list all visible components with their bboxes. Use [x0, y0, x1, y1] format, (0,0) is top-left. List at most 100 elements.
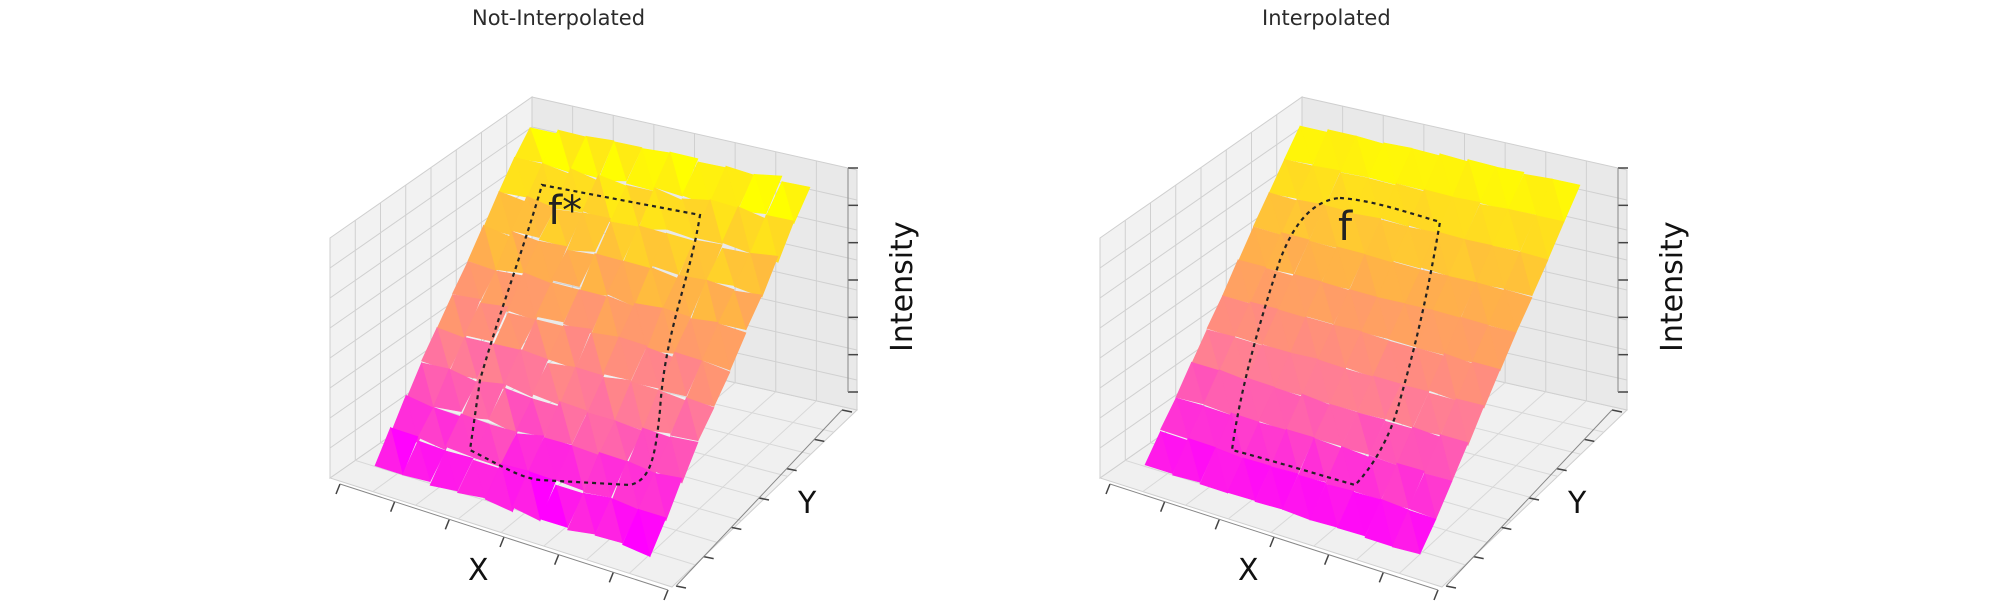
- axis-tick: [1445, 585, 1457, 589]
- surface-facet: [495, 230, 525, 274]
- surface-facet: [1313, 403, 1343, 447]
- axis-tick: [389, 501, 396, 512]
- surface-plot-not-interpolated: f* X Y Intensity: [328, 96, 920, 601]
- axis-tick: [786, 467, 797, 472]
- surface-facet: [1265, 231, 1295, 275]
- right-plot-panel: Interpolated f X Y Intensity: [1000, 0, 2000, 614]
- plot-title: Interpolated: [1262, 6, 1391, 30]
- axis-tick: [1214, 519, 1221, 530]
- surface-facet: [1408, 472, 1437, 520]
- axis-tick: [814, 438, 825, 443]
- surface-facet: [614, 380, 644, 431]
- surface-facet: [542, 129, 571, 173]
- surface-facet: [569, 135, 599, 179]
- surface-facet: [1367, 142, 1397, 186]
- surface-facet: [1428, 352, 1457, 401]
- axis-tick: [663, 589, 669, 601]
- surface-facet: [1144, 430, 1173, 474]
- surface-facet: [1392, 226, 1422, 269]
- surface-facet: [539, 484, 568, 528]
- surface-facet: [1203, 368, 1232, 416]
- surface-facet: [1234, 301, 1263, 346]
- axis-tick: [841, 409, 853, 413]
- z-axis-label: Intensity: [1655, 221, 1690, 352]
- surface-facet: [374, 426, 403, 476]
- surface-facet: [1392, 509, 1421, 555]
- surface-facet: [515, 397, 545, 438]
- surface-facet: [512, 470, 541, 522]
- surface-facet: [1395, 147, 1425, 191]
- surface-facet: [650, 232, 679, 276]
- surface-facet: [1253, 191, 1282, 236]
- axis-tick: [444, 519, 451, 530]
- surface-facet: [630, 346, 660, 389]
- surface-facet: [1491, 208, 1521, 252]
- surface-facet: [1416, 309, 1445, 356]
- surface-facet: [547, 324, 576, 370]
- surface-facet: [504, 348, 533, 398]
- surface-facet: [1270, 428, 1299, 474]
- axis-tick: [703, 555, 714, 560]
- surface-facet: [484, 462, 513, 513]
- axis-tick: [1611, 409, 1623, 413]
- axis-tick: [758, 497, 770, 501]
- y-axis-line: [1445, 409, 1613, 587]
- axis-tick: [1556, 467, 1567, 472]
- surface-facet: [566, 211, 596, 252]
- surface-facet: [531, 362, 561, 406]
- surface-facet: [402, 439, 431, 483]
- surface-facet: [1423, 433, 1453, 482]
- surface-facet: [1305, 281, 1334, 325]
- surface-facet: [457, 459, 486, 499]
- axis-tick: [335, 483, 341, 495]
- z-axis-label: Intensity: [885, 221, 920, 352]
- surface-facet: [1337, 490, 1366, 537]
- surface-facet: [535, 281, 564, 323]
- surface-facet: [507, 271, 537, 321]
- surface-facet: [550, 249, 580, 287]
- surface-facet: [1284, 125, 1313, 165]
- axis-tick: [675, 585, 687, 589]
- surface-facet: [701, 322, 731, 371]
- surface-facet: [1274, 352, 1303, 396]
- surface-facet: [1352, 454, 1382, 501]
- surface-facet: [733, 252, 763, 298]
- surface-facet: [417, 406, 447, 451]
- surface: [1144, 125, 1581, 555]
- plot-title: Not-Interpolated: [472, 6, 646, 30]
- y-axis-label: Y: [1567, 486, 1587, 521]
- x-axis-line: [1109, 483, 1439, 591]
- surface-facet: [538, 208, 568, 248]
- surface-facet: [1408, 188, 1437, 235]
- surface-facet: [1282, 474, 1311, 521]
- surface-facet: [721, 205, 751, 254]
- surface-facet: [1360, 296, 1390, 340]
- axis-tick: [1159, 501, 1166, 512]
- surface-annotation: f*: [548, 188, 582, 234]
- surface-facet: [1206, 294, 1236, 338]
- surface-annotation: f: [1338, 204, 1353, 250]
- axis-tick: [1501, 526, 1512, 531]
- axis-tick: [1105, 483, 1111, 495]
- axis-tick: [1378, 572, 1385, 583]
- surface-facet: [1345, 330, 1374, 378]
- surface-facet: [498, 156, 528, 198]
- surface-facet: [669, 396, 699, 442]
- surface: [374, 126, 811, 558]
- surface-facet: [1388, 303, 1418, 348]
- surface-facet: [1227, 457, 1256, 502]
- surface-facet: [1254, 465, 1283, 510]
- surface-facet: [514, 126, 543, 163]
- surface-facet: [594, 497, 623, 544]
- axis-tick: [1584, 438, 1595, 443]
- surface-facet: [1420, 230, 1449, 277]
- surface-facet: [460, 380, 490, 420]
- axis-tick: [1323, 554, 1330, 565]
- surface-facet: [1339, 135, 1369, 178]
- surface-facet: [665, 198, 695, 240]
- surface-facet: [622, 508, 651, 558]
- surface-facet: [625, 147, 655, 192]
- surface-facet: [1364, 498, 1393, 547]
- surface-facet: [555, 444, 584, 491]
- axis-tick: [1528, 497, 1540, 501]
